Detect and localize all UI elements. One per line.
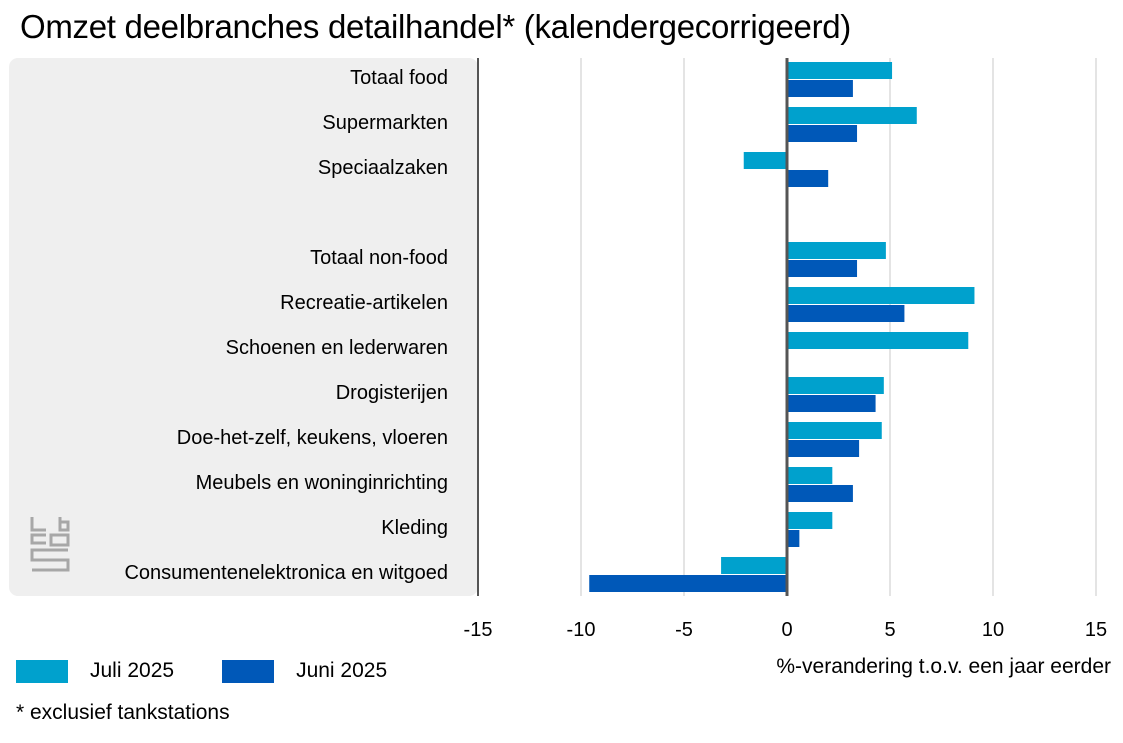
category-label-7: Drogisterijen <box>336 382 448 404</box>
cbs-logo-icon <box>29 515 71 578</box>
category-label-1: Supermarkten <box>322 112 448 134</box>
bar-juli-11 <box>721 557 787 574</box>
bar-juli-4 <box>787 242 886 259</box>
legend-label-juni: Juni 2025 <box>296 659 388 682</box>
x-tick-label-1: -10 <box>567 619 596 641</box>
category-label-6: Schoenen en lederwaren <box>226 337 448 359</box>
bar-juli-5 <box>787 287 975 304</box>
category-label-4: Totaal non-food <box>310 247 448 269</box>
bar-juli-9 <box>787 467 833 484</box>
bar-juni-5 <box>787 305 905 322</box>
bar-juni-7 <box>787 395 876 412</box>
bar-juli-6 <box>787 332 969 349</box>
bars <box>589 62 975 592</box>
bar-juni-1 <box>787 125 858 142</box>
bar-juni-4 <box>787 260 858 277</box>
x-axis-label: %-verandering t.o.v. een jaar eerder <box>776 655 1111 678</box>
category-labels: Totaal food Supermarkten Speciaalzaken Tota… <box>124 67 448 584</box>
legend-swatch-juni <box>222 659 275 683</box>
x-tick-label-3: 0 <box>781 619 792 641</box>
category-label-11: Consumentenelektronica en witgoed <box>124 562 448 584</box>
bar-juni-2 <box>787 170 829 187</box>
legend-label-juli: Juli 2025 <box>90 659 175 682</box>
axes <box>477 58 789 596</box>
legend-item-juli: Juli 2025 <box>16 659 174 683</box>
category-label-10: Kleding <box>381 517 448 539</box>
category-label-2: Speciaalzaken <box>318 157 448 179</box>
x-tick-label-6: 15 <box>1085 619 1107 641</box>
bar-juni-0 <box>787 80 853 97</box>
category-panel <box>9 58 478 596</box>
category-label-8: Doe-het-zelf, keukens, vloeren <box>177 427 448 449</box>
bar-juli-0 <box>787 62 893 79</box>
footnote: * exclusief tankstations <box>16 701 230 724</box>
bar-juni-9 <box>787 485 853 502</box>
x-tick-label-4: 5 <box>884 619 895 641</box>
legend-swatch-juli <box>16 659 68 683</box>
x-tick-labels: -15 -10 -5 0 5 10 15 <box>464 619 1108 641</box>
bar-juli-10 <box>787 512 833 529</box>
x-tick-label-0: -15 <box>464 619 493 641</box>
legend-item-juni: Juni 2025 <box>222 659 387 683</box>
category-label-5: Recreatie-artikelen <box>280 292 448 314</box>
bar-juli-7 <box>787 377 884 394</box>
bar-juli-2 <box>743 152 787 169</box>
category-label-0: Totaal food <box>350 67 448 89</box>
bar-chart: Totaal food Supermarkten Speciaalzaken Tota… <box>9 58 1108 641</box>
bar-juni-8 <box>787 440 860 457</box>
bar-juni-11 <box>589 575 787 592</box>
bar-juli-8 <box>787 422 882 439</box>
bar-juli-1 <box>787 107 917 124</box>
legend: Juli 2025 Juni 2025 <box>16 659 435 683</box>
chart-title: Omzet deelbranches detailhandel* (kalend… <box>20 8 851 45</box>
category-label-9: Meubels en woninginrichting <box>196 472 448 494</box>
x-tick-label-2: -5 <box>675 619 693 641</box>
x-tick-label-5: 10 <box>982 619 1004 641</box>
bar-juni-10 <box>787 530 800 547</box>
